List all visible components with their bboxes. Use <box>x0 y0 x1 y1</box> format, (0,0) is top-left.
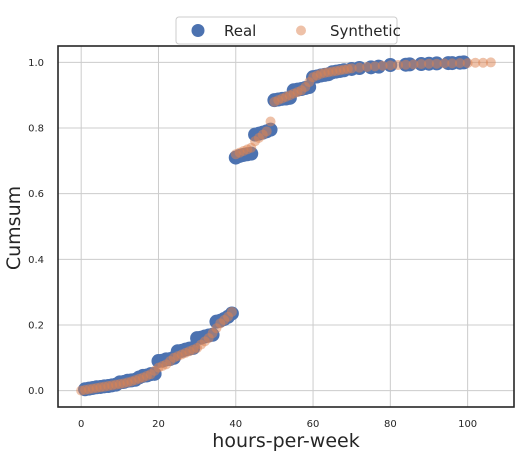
data-point <box>408 59 419 70</box>
data-point <box>462 58 473 69</box>
x-tick-label: 20 <box>152 419 165 430</box>
legend-real-marker <box>191 24 205 37</box>
data-point <box>377 60 388 71</box>
data-point <box>470 57 481 68</box>
legend-real-label: Real <box>224 22 256 40</box>
y-tick-label: 1.0 <box>28 58 44 69</box>
data-point <box>431 58 442 69</box>
data-point <box>346 63 357 74</box>
data-point <box>265 116 276 127</box>
legend-box <box>175 16 398 45</box>
data-point <box>369 61 380 72</box>
data-point <box>226 306 237 317</box>
legend: Real Synthetic <box>175 16 401 45</box>
x-tick-label: 0 <box>78 419 84 430</box>
data-point <box>416 59 427 70</box>
legend-synthetic-marker <box>296 25 306 36</box>
y-tick-label: 0.6 <box>28 189 44 200</box>
plot-frame <box>57 45 515 408</box>
data-point <box>400 59 411 70</box>
x-axis-ticks: 0 20 40 60 80 100 <box>78 419 477 430</box>
x-tick-label: 60 <box>307 419 320 430</box>
y-axis-title: Cumsum <box>3 186 25 270</box>
data-point <box>354 62 365 73</box>
data-point <box>385 60 396 71</box>
data-point <box>261 126 272 137</box>
data-point <box>439 58 450 69</box>
y-tick-label: 0.4 <box>28 255 44 266</box>
data-point <box>478 57 489 68</box>
data-point <box>447 58 458 69</box>
x-axis-title: hours-per-week <box>212 430 359 452</box>
grid-lines <box>58 46 514 407</box>
data-point <box>485 57 496 68</box>
data-point <box>393 60 404 71</box>
data-point <box>454 58 465 69</box>
y-tick-label: 0.8 <box>28 124 44 135</box>
y-axis-ticks: 0.0 0.2 0.4 0.6 0.8 1.0 <box>28 58 44 397</box>
y-tick-label: 0.0 <box>28 386 44 397</box>
y-tick-label: 0.2 <box>28 320 44 331</box>
x-tick-label: 80 <box>384 419 397 430</box>
x-tick-label: 100 <box>458 419 477 430</box>
series-synthetic <box>76 57 496 396</box>
data-point <box>362 62 373 73</box>
x-tick-label: 40 <box>229 419 242 430</box>
data-point <box>423 58 434 69</box>
legend-synthetic-label: Synthetic <box>330 22 401 40</box>
